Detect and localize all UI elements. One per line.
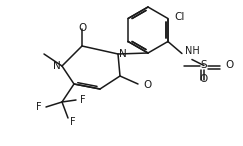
Text: S: S bbox=[201, 60, 207, 71]
Text: N: N bbox=[53, 61, 61, 71]
Text: F: F bbox=[70, 117, 76, 127]
Text: Cl: Cl bbox=[174, 13, 184, 22]
Text: O: O bbox=[200, 74, 208, 85]
Text: N: N bbox=[119, 49, 127, 59]
Text: O: O bbox=[225, 60, 233, 71]
Text: F: F bbox=[80, 95, 86, 105]
Text: F: F bbox=[36, 102, 42, 112]
Text: O: O bbox=[78, 23, 86, 33]
Text: O: O bbox=[143, 80, 151, 90]
Text: NH: NH bbox=[185, 46, 200, 55]
